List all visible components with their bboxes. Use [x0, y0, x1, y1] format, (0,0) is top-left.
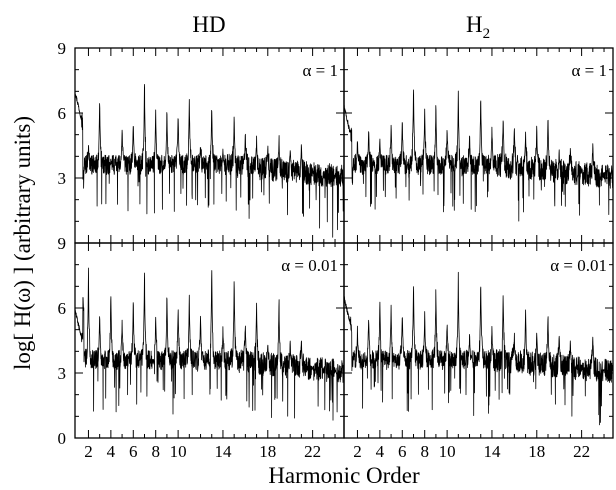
- column-title-hd: HD: [192, 12, 225, 37]
- x-axis-title: Harmonic Order: [268, 463, 420, 488]
- panel-top-hd: 9 6 3 α = 1: [58, 39, 345, 244]
- x-tick-label-10: 10: [170, 442, 187, 461]
- y-tick-label-6: 6: [58, 299, 67, 318]
- panel-label-alpha: α = 0.01: [550, 256, 607, 275]
- series-line-top-h2: [344, 89, 613, 227]
- panel-top-h2: α = 1: [343, 47, 614, 244]
- series-line-bottom-hd: [75, 267, 344, 421]
- x-tick-label-18: 18: [259, 442, 276, 461]
- x-tick-label-14: 14: [483, 442, 501, 461]
- panel-bottom-h2: 2 4 6 8 10 14 18 22 α = 0.01: [343, 242, 614, 461]
- y-tick-label-9: 9: [58, 234, 67, 253]
- y-tick-label-0: 0: [58, 429, 67, 448]
- x-tick-label-10: 10: [439, 442, 456, 461]
- y-tick-label-6: 6: [58, 104, 67, 123]
- column-title-h2: H2: [466, 12, 490, 42]
- x-tick-label-22: 22: [573, 442, 590, 461]
- panel-label-alpha: α = 1: [572, 61, 608, 80]
- x-tick-label-8: 8: [420, 442, 429, 461]
- x-tick-label-2: 2: [84, 442, 93, 461]
- panel-frame: [343, 242, 614, 439]
- x-tick-label-6: 6: [129, 442, 138, 461]
- x-tick-label-18: 18: [528, 442, 545, 461]
- y-tick-label-3: 3: [58, 364, 67, 383]
- series-line-bottom-h2: [344, 271, 613, 426]
- x-tick-label-6: 6: [398, 442, 407, 461]
- y-tick-label-3: 3: [58, 169, 67, 188]
- y-tick-label-9: 9: [58, 39, 67, 58]
- x-tick-label-2: 2: [353, 442, 362, 461]
- x-tick-label-4: 4: [376, 442, 385, 461]
- x-tick-label-4: 4: [107, 442, 116, 461]
- x-tick-label-14: 14: [214, 442, 232, 461]
- y-axis-title: log[ H(ω) ] (arbitrary units): [10, 116, 35, 370]
- panel-label-alpha: α = 0.01: [281, 256, 338, 275]
- panel-label-alpha: α = 1: [303, 61, 339, 80]
- x-tick-label-8: 8: [151, 442, 160, 461]
- x-tick-label-22: 22: [304, 442, 321, 461]
- series-line-top-hd: [75, 84, 344, 238]
